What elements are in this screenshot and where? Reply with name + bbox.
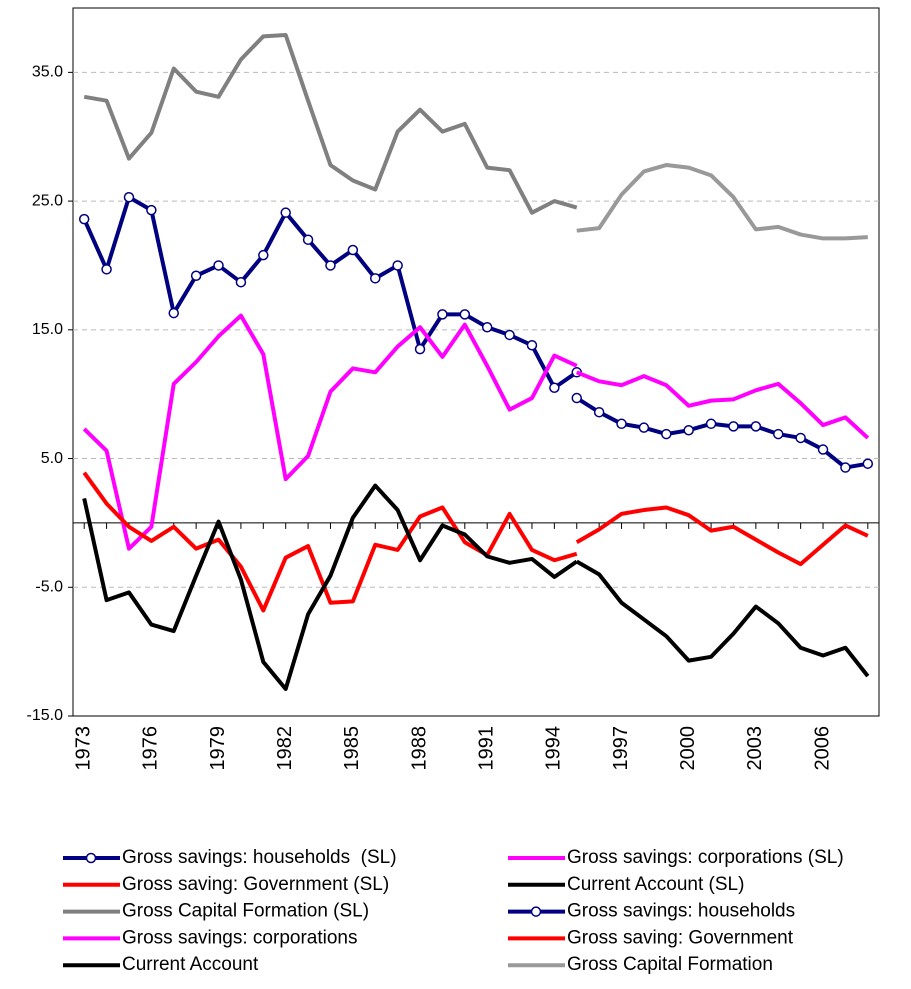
data-point (571, 392, 582, 404)
data-point (146, 204, 157, 216)
legend-item: Gross Capital Formation (SL) (63, 901, 369, 922)
x-tick-label: 1988 (408, 726, 430, 771)
series-line (82, 313, 578, 551)
data-point (168, 307, 179, 319)
series-line (575, 559, 870, 678)
data-point (459, 309, 471, 320)
x-tick-label: 1997 (610, 726, 632, 771)
legend-marker (85, 852, 97, 864)
data-point (190, 270, 202, 282)
data-point (258, 249, 269, 261)
data-point (728, 421, 739, 432)
legend-label: Gross savings: corporations (122, 927, 358, 948)
legend-label: Gross saving: Government (567, 927, 794, 948)
legend-label: Current Account (SL) (567, 874, 744, 895)
data-point (616, 418, 627, 430)
x-tick-label: 2000 (677, 726, 699, 771)
data-point (683, 424, 694, 436)
data-point (437, 309, 448, 320)
data-point (78, 213, 90, 225)
legend-item: Gross saving: Government (SL) (63, 874, 389, 895)
data-point (347, 244, 359, 256)
x-tick-label: 1991 (475, 726, 497, 771)
x-tick-label: 1973 (72, 726, 94, 771)
y-tick-label: 35.0 (32, 64, 63, 81)
data-point (101, 264, 112, 275)
data-point (549, 382, 560, 393)
legend-label: Gross Capital Formation (567, 954, 773, 975)
x-tick-label: 1985 (341, 726, 363, 771)
data-point (705, 418, 717, 430)
legend-item: Gross savings: households (SL) (63, 847, 397, 868)
data-point (750, 421, 762, 432)
y-tick-label: -5.0 (35, 578, 63, 595)
data-point (862, 458, 874, 469)
data-point (481, 321, 493, 333)
plot-frame (72, 7, 880, 717)
data-point (840, 462, 851, 473)
legend-label: Gross savings: households (567, 901, 795, 922)
legend-item: Gross savings: corporations (SL) (508, 847, 844, 868)
series-line (576, 163, 868, 241)
legend-item: Gross savings: corporations (63, 927, 358, 948)
data-point (593, 406, 605, 418)
y-tick-label: -15.0 (27, 707, 64, 724)
legend-label: Gross Capital Formation (SL) (122, 901, 369, 922)
series-line (575, 396, 869, 470)
data-point (817, 444, 829, 455)
series-line (82, 195, 578, 390)
data-point (526, 340, 538, 351)
series-line (82, 471, 578, 613)
data-point (325, 260, 336, 271)
data-point (795, 432, 806, 444)
x-tick-label: 1976 (140, 726, 162, 771)
legend-marker (530, 906, 542, 917)
legend-item: Current Account (63, 954, 259, 975)
legend-item: Gross saving: Government (508, 927, 794, 948)
x-tick-label: 2006 (811, 726, 833, 771)
series-line (576, 370, 870, 440)
x-tick-label: 1982 (274, 726, 296, 771)
legend-item: Gross Capital Formation (508, 954, 773, 975)
data-point (661, 428, 672, 440)
series-line (82, 483, 578, 691)
y-tick-label: 25.0 (32, 192, 63, 209)
legend-label: Gross saving: Government (SL) (122, 874, 389, 895)
legend-item: Current Account (SL) (508, 874, 744, 895)
legend-label: Gross savings: corporations (SL) (567, 847, 844, 868)
x-tick-label: 1994 (543, 726, 565, 771)
data-point (638, 422, 650, 433)
y-tick-label: 5.0 (41, 450, 63, 467)
data-point (235, 276, 247, 288)
series-line (575, 505, 869, 567)
series-line (83, 33, 578, 215)
data-point (123, 191, 135, 203)
data-point (773, 428, 784, 440)
legend-label: Current Account (122, 954, 259, 975)
data-point (280, 207, 291, 218)
data-point (370, 273, 381, 284)
legend-label: Gross savings: households (SL) (122, 847, 397, 868)
data-point (392, 260, 403, 271)
data-point (302, 234, 314, 245)
data-point (414, 343, 426, 355)
data-point (213, 260, 224, 271)
x-tick-label: 1979 (207, 726, 229, 771)
data-point (504, 329, 515, 341)
y-tick-label: 15.0 (32, 321, 63, 338)
x-tick-label: 2003 (744, 726, 766, 771)
legend-item: Gross savings: households (508, 901, 795, 922)
